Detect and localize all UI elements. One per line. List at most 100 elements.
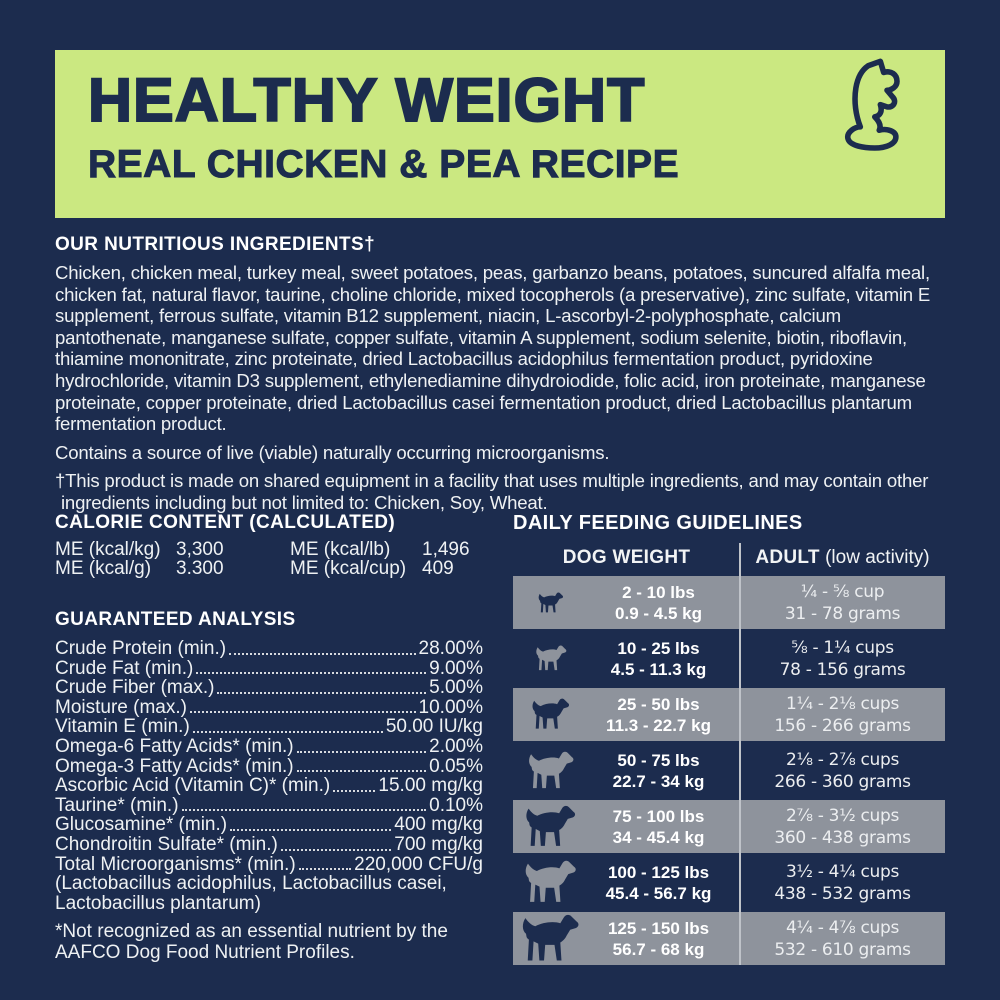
analysis-label: Crude Protein (min.) bbox=[55, 638, 227, 659]
calorie-label: ME (kcal/g) bbox=[55, 558, 152, 579]
guaranteed-analysis-heading: GUARANTEED ANALYSIS bbox=[55, 609, 296, 630]
weight-lbs: 25 - 50 lbs bbox=[617, 694, 700, 714]
analysis-row: Total Microorganisms* (min.) 220,000 CFU/… bbox=[55, 853, 483, 875]
column-divider bbox=[739, 543, 741, 965]
weight-kg: 56.7 - 68 kg bbox=[612, 939, 705, 959]
adult-column-header: ADULT (low activity) bbox=[740, 547, 945, 569]
feeding-row: 25 - 50 lbs 11.3 - 22.7 kg 1¼ - 2⅛ cups … bbox=[513, 688, 945, 741]
analysis-value: 0.05% bbox=[429, 755, 483, 777]
analysis-row: Taurine* (min.) 0.10% bbox=[55, 796, 483, 816]
amount-grams: 31 - 78 grams bbox=[784, 603, 901, 624]
feeding-row: 125 - 150 lbs 56.7 - 68 kg 4¼ - 4⅞ cups … bbox=[513, 912, 945, 965]
analysis-value: 10.00% bbox=[418, 696, 483, 718]
dog-size-2-icon bbox=[513, 645, 589, 672]
dot-leader bbox=[230, 828, 392, 831]
calorie-value: 1,496 bbox=[422, 539, 470, 560]
dot-leader bbox=[298, 868, 352, 871]
feeding-row: 100 - 125 lbs 45.4 - 56.7 kg 3½ - 4¼ cup… bbox=[513, 856, 945, 909]
analysis-value: 700 mg/kg bbox=[394, 833, 483, 855]
adult-label: ADULT bbox=[755, 547, 820, 568]
amount-grams: 156 - 266 grams bbox=[774, 715, 911, 736]
dot-leader bbox=[189, 711, 416, 714]
weight-kg: 11.3 - 22.7 kg bbox=[606, 715, 711, 735]
ingredients-section: OUR NUTRITIOUS INGREDIENTS† Chicken, chi… bbox=[55, 234, 948, 514]
amount-cups: 3½ - 4¼ cups bbox=[785, 861, 900, 882]
weight-lbs: 10 - 25 lbs bbox=[617, 638, 700, 658]
amount-grams: 438 - 532 grams bbox=[774, 883, 911, 904]
dot-leader bbox=[280, 848, 392, 851]
amount-grams: 266 - 360 grams bbox=[774, 771, 911, 792]
begging-dog-outline-icon bbox=[831, 58, 923, 163]
feeding-row: 2 - 10 lbs 0.9 - 4.5 kg ¼ - ⅝ cup 31 - 7… bbox=[513, 576, 945, 629]
analysis-label: Total Microorganisms* (min.) bbox=[55, 853, 296, 875]
dog-weight-column-header: DOG WEIGHT bbox=[562, 547, 691, 568]
calorie-value: 3.300 bbox=[176, 558, 224, 579]
ingredients-list: Chicken, chicken meal, turkey meal, swee… bbox=[55, 262, 931, 435]
amount-cups: ¼ - ⅝ cup bbox=[800, 581, 885, 602]
weight-lbs: 125 - 150 lbs bbox=[607, 918, 710, 938]
microorganisms-species-note: (Lactobacillus acidophilus, Lactobacillu… bbox=[55, 873, 447, 914]
guaranteed-analysis-list: Crude Protein (min.) 28.00% Crude Fat (mi… bbox=[55, 639, 483, 874]
shared-equipment-footnote: †This product is made on shared equipmen… bbox=[55, 470, 929, 513]
ingredients-heading: OUR NUTRITIOUS INGREDIENTS† bbox=[55, 234, 376, 255]
dot-leader bbox=[192, 730, 383, 733]
analysis-row: Omega-3 Fatty Acids* (min.) 0.05% bbox=[55, 755, 483, 777]
weight-kg: 0.9 - 4.5 kg bbox=[615, 603, 702, 623]
analysis-label: Glucosamine* (min.) bbox=[55, 814, 228, 836]
weight-kg: 22.7 - 34 kg bbox=[612, 771, 705, 791]
dot-leader bbox=[296, 770, 427, 773]
dog-size-6-icon bbox=[513, 860, 589, 905]
analysis-label: Crude Fat (min.) bbox=[55, 657, 194, 679]
analysis-row: Crude Fat (min.) 9.00% bbox=[55, 657, 483, 679]
feeding-guidelines-heading: DAILY FEEDING GUIDELINES bbox=[513, 512, 803, 534]
guaranteed-analysis-section: GUARANTEED ANALYSIS Crude Protein (min.)… bbox=[55, 609, 483, 963]
product-title: HEALTHY WEIGHT bbox=[87, 66, 646, 134]
dot-leader bbox=[229, 652, 416, 655]
product-subtitle: REAL CHICKEN & PEA RECIPE bbox=[88, 143, 680, 186]
amount-grams: 360 - 438 grams bbox=[774, 827, 911, 848]
weight-lbs: 50 - 75 lbs bbox=[617, 750, 700, 770]
dog-size-1-icon bbox=[513, 591, 589, 614]
amount-cups: ⅝ - 1¼ cups bbox=[791, 637, 894, 658]
dot-leader bbox=[296, 750, 427, 753]
analysis-row: Vitamin E (min.) 50.00 IU/kg bbox=[55, 717, 483, 737]
dot-leader bbox=[217, 691, 427, 694]
weight-lbs: 75 - 100 lbs bbox=[612, 806, 705, 826]
analysis-row: Ascorbic Acid (Vitamin C)* (min.) 15.00 m… bbox=[55, 776, 483, 796]
feeding-row: 75 - 100 lbs 34 - 45.4 kg 2⅞ - 3½ cups 3… bbox=[513, 800, 945, 853]
weight-kg: 34 - 45.4 kg bbox=[612, 827, 705, 847]
calorie-value: 409 bbox=[422, 558, 454, 579]
dog-size-4-icon bbox=[513, 751, 589, 791]
weight-kg: 45.4 - 56.7 kg bbox=[605, 883, 712, 903]
analysis-value: 220,000 CFU/g bbox=[354, 853, 483, 875]
dot-leader bbox=[333, 789, 376, 792]
analysis-label: Taurine* (min.) bbox=[55, 794, 179, 816]
analysis-label: Omega-6 Fatty Acids* (min.) bbox=[55, 735, 294, 757]
amount-cups: 4¼ - 4⅞ cups bbox=[785, 917, 900, 938]
feeding-table-header: DOG WEIGHT ADULT (low activity) bbox=[513, 543, 945, 573]
analysis-value: 0.10% bbox=[429, 794, 483, 816]
calorie-heading: CALORIE CONTENT (CALCULATED) bbox=[55, 512, 396, 533]
analysis-row: Omega-6 Fatty Acids* (min.) 2.00% bbox=[55, 737, 483, 757]
analysis-value: 28.00% bbox=[418, 638, 483, 659]
weight-lbs: 100 - 125 lbs bbox=[607, 862, 710, 882]
analysis-row: Glucosamine* (min.) 400 mg/kg bbox=[55, 815, 483, 835]
dog-size-3-icon bbox=[513, 698, 589, 731]
analysis-row: Chondroitin Sulfate* (min.) 700 mg/kg bbox=[55, 835, 483, 855]
analysis-value: 5.00% bbox=[429, 677, 483, 699]
analysis-label: Omega-3 Fatty Acids* (min.) bbox=[55, 755, 294, 777]
calorie-label: ME (kcal/lb) bbox=[290, 539, 391, 560]
feeding-row: 50 - 75 lbs 22.7 - 34 kg 2⅛ - 2⅞ cups 26… bbox=[513, 744, 945, 797]
analysis-label: Vitamin E (min.) bbox=[55, 716, 190, 738]
feeding-row: 10 - 25 lbs 4.5 - 11.3 kg ⅝ - 1¼ cups 78… bbox=[513, 632, 945, 685]
amount-grams: 532 - 610 grams bbox=[774, 939, 911, 960]
weight-lbs: 2 - 10 lbs bbox=[622, 582, 695, 602]
product-banner: HEALTHY WEIGHT REAL CHICKEN & PEA RECIPE bbox=[55, 50, 945, 218]
analysis-label: Chondroitin Sulfate* (min.) bbox=[55, 833, 278, 855]
aafco-footnote: *Not recognized as an essential nutrient… bbox=[55, 921, 448, 964]
feeding-guidelines-section: DAILY FEEDING GUIDELINES DOG WEIGHT ADUL… bbox=[513, 512, 945, 965]
amount-grams: 78 - 156 grams bbox=[779, 659, 906, 680]
calorie-label: ME (kcal/kg) bbox=[55, 539, 161, 560]
analysis-value: 2.00% bbox=[429, 735, 483, 757]
